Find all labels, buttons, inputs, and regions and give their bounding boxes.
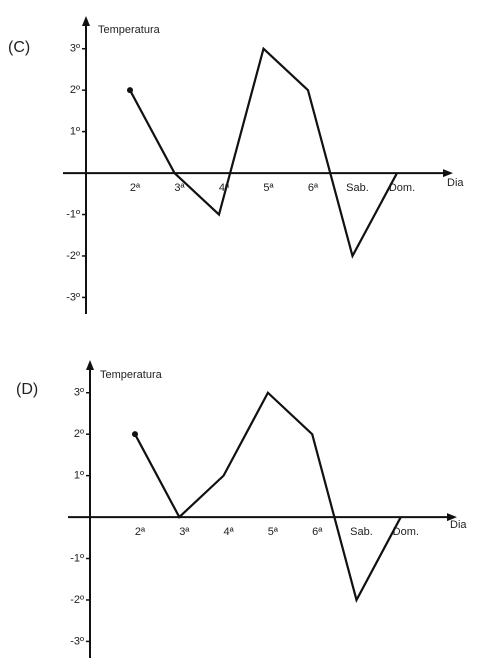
x-tick-label: 5ª — [263, 182, 274, 194]
x-tick-label: 4ª — [223, 526, 234, 538]
y-arrow — [82, 16, 90, 26]
y-tick-label: 2º — [70, 84, 80, 96]
x-tick-label: 4ª — [219, 182, 230, 194]
y-tick-label: 2º — [74, 428, 84, 440]
x-arrow — [443, 169, 453, 178]
x-tick-label: 6ª — [312, 526, 323, 538]
x-tick-label: 2ª — [135, 526, 146, 538]
y-tick-label: 3º — [70, 43, 80, 55]
data-line — [134, 390, 402, 603]
y-tick-label: -2º — [66, 250, 80, 262]
y-axis-label: Temperatura — [98, 24, 161, 36]
y-tick-label: -2º — [70, 594, 84, 606]
x-tick-label: 3ª — [179, 526, 190, 538]
y-tick-label: -3º — [66, 291, 80, 303]
x-arrow — [447, 513, 457, 522]
y-arrow — [86, 360, 94, 370]
y-tick-label: -1º — [66, 208, 80, 220]
y-tick-label: -3º — [70, 635, 84, 647]
panel-label: (C) — [8, 39, 30, 56]
x-tick-label: 3ª — [174, 182, 185, 194]
x-tick-label: Sab. — [346, 182, 369, 194]
start-point — [132, 431, 138, 438]
y-tick-label: 1º — [70, 126, 80, 138]
x-tick-label: Dom. — [389, 182, 415, 194]
x-tick-label: Dom. — [393, 526, 419, 538]
y-tick-label: 1º — [74, 470, 84, 482]
data-line — [129, 46, 398, 259]
panel-label: (D) — [16, 381, 38, 398]
x-axis-label: Dia — [450, 519, 467, 531]
x-tick-label: 6ª — [308, 182, 319, 194]
start-point — [127, 87, 133, 94]
y-tick-label: 3º — [74, 387, 84, 399]
x-tick-label: 2ª — [130, 182, 141, 194]
x-axis-label: Dia — [447, 177, 464, 189]
y-tick-label: -1º — [70, 552, 84, 564]
x-tick-label: Sab. — [350, 526, 373, 538]
x-tick-label: 5ª — [268, 526, 279, 538]
y-axis-label: Temperatura — [100, 369, 163, 381]
